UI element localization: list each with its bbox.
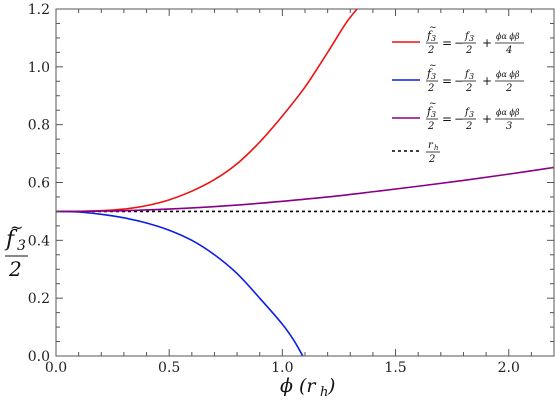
y-tick-label: 1.0 bbox=[28, 60, 50, 76]
x-tick-label: 1.0 bbox=[271, 360, 293, 376]
legend-1-rhs-num: ϕα ϕβ bbox=[496, 32, 520, 41]
legend-2-fsub: 3 bbox=[431, 72, 436, 81]
legend-entry-2: ~ f 3 2 = − f 3 2 + ϕα ϕβ 2 bbox=[392, 61, 524, 94]
legend-2-f: f bbox=[426, 67, 433, 80]
legend-4-rsub: h bbox=[434, 144, 439, 152]
y-tick-label: 0.0 bbox=[28, 349, 50, 365]
legend-2-rhs-num: ϕα ϕβ bbox=[496, 70, 520, 79]
x-tick-label: 0.0 bbox=[45, 360, 67, 376]
legend-1-f2: f bbox=[464, 31, 471, 42]
legend-3-f: f bbox=[426, 105, 433, 118]
legend-1-f: f bbox=[426, 29, 433, 42]
legend-3-eq: = bbox=[442, 112, 452, 126]
legend-2-den1: 2 bbox=[427, 83, 434, 94]
legend-4-den: 2 bbox=[428, 154, 435, 165]
y-label-tilde: ~ bbox=[10, 218, 23, 237]
x-label-main: ϕ (r bbox=[280, 375, 317, 397]
legend-entry-4: r h 2 bbox=[392, 140, 440, 165]
y-tick-label: 0.2 bbox=[28, 291, 50, 307]
legend-2-sign: − bbox=[454, 74, 464, 88]
legend-1-fsub: 3 bbox=[431, 34, 436, 43]
legend-2-f2: f bbox=[464, 69, 471, 80]
legend-1-sign: − bbox=[454, 36, 464, 50]
x-tick-label: 0.5 bbox=[158, 360, 180, 376]
legend-1-eq: = bbox=[442, 36, 452, 50]
legend-2-plus: + bbox=[482, 74, 492, 88]
legend-2-tilde: ~ bbox=[429, 61, 437, 71]
x-axis-label: ϕ (r h ) bbox=[280, 375, 335, 400]
legend-2-rhs-den: 2 bbox=[505, 83, 512, 94]
legend: ~ f 3 2 = − f 3 2 + ϕα ϕβ 4 ~ f 3 2 = − … bbox=[392, 23, 524, 165]
y-tick-label: 0.4 bbox=[28, 233, 50, 249]
legend-3-f2: f bbox=[464, 107, 471, 118]
y-label-denominator: 2 bbox=[8, 257, 22, 281]
y-tick-label: 0.6 bbox=[28, 176, 50, 192]
legend-1-plus: + bbox=[482, 36, 492, 50]
legend-1-den1: 2 bbox=[427, 45, 434, 56]
legend-1-f2sub: 3 bbox=[469, 34, 474, 43]
legend-4-r: r bbox=[428, 140, 434, 151]
legend-3-den1: 2 bbox=[427, 121, 434, 132]
series-line-1 bbox=[56, 9, 358, 213]
legend-3-den2: 2 bbox=[465, 121, 472, 132]
legend-3-rhs-num: ϕα ϕβ bbox=[496, 108, 520, 117]
legend-3-rhs-den: 3 bbox=[506, 121, 512, 132]
legend-3-sign: − bbox=[454, 112, 464, 126]
y-tick-label: 0.8 bbox=[28, 118, 50, 134]
x-tick-label: 1.5 bbox=[384, 360, 406, 376]
legend-2-f2sub: 3 bbox=[469, 72, 474, 81]
x-tick-label: 2.0 bbox=[498, 360, 520, 376]
series-line-2 bbox=[56, 210, 304, 356]
legend-3-plus: + bbox=[482, 112, 492, 126]
y-label-f-sub: 3 bbox=[17, 238, 26, 254]
legend-entry-3: ~ f 3 2 = − f 3 2 + ϕα ϕβ 3 bbox=[392, 99, 524, 132]
legend-2-eq: = bbox=[442, 74, 452, 88]
axes: 0.0 0.5 1.0 1.5 2.0 0.0 0.2 0.4 0.6 0.8 1.0 1.2 bbox=[28, 2, 555, 376]
legend-entry-1: ~ f 3 2 = − f 3 2 + ϕα ϕβ 4 bbox=[392, 23, 524, 56]
x-label-sub: h bbox=[320, 385, 328, 400]
plot-frame bbox=[55, 8, 555, 357]
legend-1-den2: 2 bbox=[465, 45, 472, 56]
x-label-close: ) bbox=[327, 375, 335, 397]
plot-area bbox=[56, 9, 554, 356]
legend-1-rhs-den: 4 bbox=[505, 45, 512, 56]
y-tick-label: 1.2 bbox=[28, 2, 50, 18]
y-axis-label: ~ f 3 2 bbox=[4, 218, 28, 281]
series-line-3 bbox=[56, 166, 554, 213]
legend-3-tilde: ~ bbox=[429, 99, 437, 109]
legend-1-tilde: ~ bbox=[429, 23, 437, 33]
legend-2-den2: 2 bbox=[465, 83, 472, 94]
legend-3-f2sub: 3 bbox=[469, 110, 474, 119]
legend-3-fsub: 3 bbox=[431, 110, 436, 119]
